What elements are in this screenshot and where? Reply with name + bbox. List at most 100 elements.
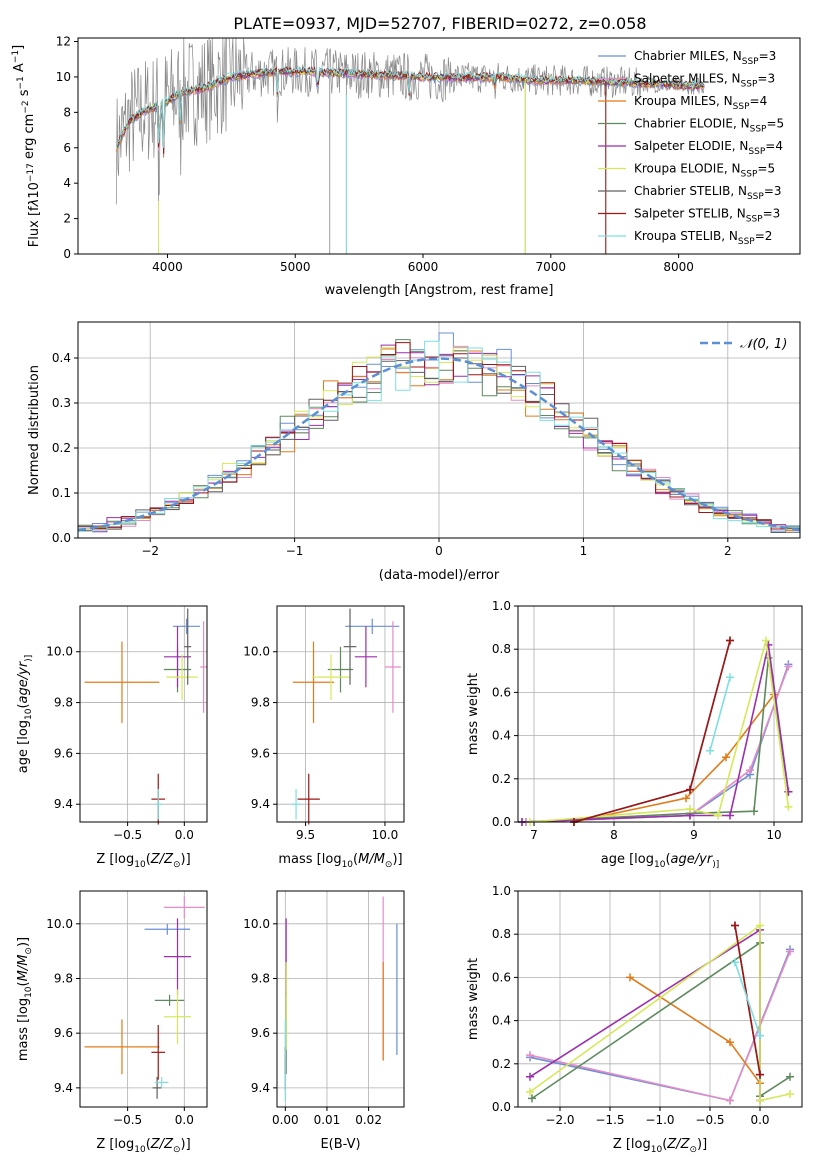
- panel-residuals: −2 −1 0 1 2 0.0 0.1 0.2 0.3 0.4 𝒩(0, 1) (data-model…: [27, 321, 801, 583]
- x-axis-label: Z [log10(Z/Z⊙)]: [96, 1137, 190, 1155]
- mass-weight-marker: [722, 753, 730, 762]
- y-tick-label: 10.0: [46, 645, 73, 659]
- y-tick-label: 0.4: [52, 351, 71, 365]
- y-axis-label-part: −1: [11, 50, 21, 63]
- y-tick-label: 0.8: [492, 927, 511, 941]
- y-tick-label: 0.4: [492, 1014, 511, 1028]
- y-tick-label: 0.4: [492, 729, 511, 743]
- x-tick-label: 0.02: [355, 1113, 382, 1127]
- panel-spectrum: 4000 5000 6000 7000 8000 0 2 4 6 8 10 12 Chabrier MI…: [11, 35, 801, 298]
- legend-label: Kroupa MILES, NSSP=4: [634, 94, 767, 112]
- y-tick-label: 0.2: [492, 772, 511, 786]
- y-axis-label: Normed distribution: [27, 365, 42, 495]
- x-axis-label-part: Z/Z: [150, 852, 174, 867]
- y-axis-label-part: 10: [24, 708, 34, 720]
- mass-weight-marker: [786, 1090, 794, 1099]
- mass-weight-marker: [526, 1087, 534, 1096]
- y-axis-label: mass weight: [466, 958, 481, 1040]
- x-axis-label-part: ⊙: [173, 860, 181, 870]
- x-tick-label: −2.0: [545, 1113, 574, 1127]
- x-axis-label-part: ⊙: [173, 1145, 181, 1155]
- legend-label-part: =3: [757, 72, 775, 86]
- y-axis-label: Flux [fλ10−17 erg cm−2 s−1 A−1]: [11, 45, 42, 247]
- x-axis-label-part: age/yr: [671, 852, 714, 867]
- x-axis-label: Z [log10(Z/Z⊙)]: [613, 1137, 707, 1155]
- mass-weight-marker: [750, 807, 758, 816]
- legend-label-part: SSP: [746, 215, 763, 225]
- x-axis-label-part: Z/Z: [150, 1137, 174, 1152]
- y-axis-label: mass weight: [466, 673, 481, 755]
- mass-weight-marker: [786, 1072, 794, 1081]
- mass-weight-marker: [731, 958, 739, 967]
- mass-weight-marker: [764, 640, 773, 649]
- x-tick-label: −0.5: [113, 1113, 142, 1127]
- mass-weight-marker: [706, 746, 714, 755]
- legend-label-part: =4: [750, 94, 768, 108]
- mass-weight-line: [573, 640, 731, 823]
- legend-label-part: =3: [764, 184, 782, 198]
- plot-frame: [79, 890, 208, 1108]
- y-axis-label-part: )]: [16, 937, 31, 947]
- x-tick-label: 7000: [536, 260, 567, 274]
- legend-label-part: SSP: [738, 237, 755, 247]
- mass-weight-marker: [746, 766, 754, 775]
- x-tick-label: −0.5: [113, 828, 142, 842]
- mass-weight-line: [734, 962, 761, 1036]
- legend-label-part: =3: [763, 207, 781, 221]
- y-tick-label: 9.6: [54, 1026, 73, 1040]
- panel-mass-vs-ebv: 0.00 0.01 0.02 9.4 9.6 9.8 10.0 E(B-V): [243, 890, 405, 1152]
- mass-weight-marker: [682, 794, 690, 803]
- mass-weight-marker: [726, 1096, 734, 1105]
- y-axis-label-part: ⊙: [24, 947, 34, 955]
- mass-weight-marker: [686, 805, 694, 814]
- x-tick-label: 0.0: [175, 1113, 194, 1127]
- mass-weight-line: [529, 924, 791, 1102]
- mass-weight-line: [709, 677, 731, 751]
- observed-spectrum: [115, 37, 704, 205]
- x-axis-label-part: 10: [134, 860, 146, 870]
- x-axis-label-part: Z/Z: [666, 1137, 690, 1152]
- x-axis-label: Z [log10(Z/Z⊙)]: [96, 852, 190, 870]
- legend-label-part: Chabrier ELODIE, N: [634, 117, 750, 131]
- x-axis-label-part: 10: [651, 1145, 663, 1155]
- y-tick-label: 9.8: [54, 696, 73, 710]
- x-axis-label-part: 10: [342, 860, 354, 870]
- plot-frame: [77, 37, 801, 255]
- y-axis-label-part: 10: [27, 182, 42, 199]
- y-axis-label: age [log10(age/yr)]: [16, 655, 34, 773]
- y-axis-label-part: A: [12, 63, 27, 76]
- y-tick-label: 10.0: [243, 645, 270, 659]
- x-axis-label-part: (: [146, 852, 151, 867]
- mass-weight-marker: [726, 811, 734, 820]
- mass-weight-marker: [786, 947, 794, 956]
- y-tick-label: 9.4: [251, 1081, 270, 1095]
- y-axis-label-part: s: [17, 89, 32, 100]
- mass-weight-marker: [756, 1031, 764, 1040]
- y-tick-label: 9.8: [251, 971, 270, 985]
- x-tick-label: 1: [580, 544, 588, 558]
- legend-label-part: SSP: [748, 147, 765, 157]
- x-axis-label-part: Z [log: [613, 1137, 651, 1152]
- legend-label-part: Kroupa STELIB, N: [634, 229, 738, 243]
- x-axis-label-part: (: [665, 852, 670, 867]
- y-tick-label: 0.8: [492, 642, 511, 656]
- x-tick-label: 9: [690, 828, 698, 842]
- y-tick-label: 0.1: [52, 486, 71, 500]
- y-tick-label: 12: [56, 35, 71, 49]
- normal-curve: [77, 357, 801, 532]
- mass-weight-marker: [526, 1072, 534, 1081]
- y-axis-label-part: mass [log: [16, 998, 31, 1061]
- panel-age-vs-Z: −0.5 0.09.49.69.810.0Z [log10(Z/Z⊙)]age […: [16, 605, 208, 870]
- y-axis-label-part: erg cm: [22, 114, 37, 163]
- y-tick-label: 9.4: [54, 1081, 73, 1095]
- mass-weight-line: [521, 657, 790, 823]
- x-axis-label: E(B-V): [320, 1137, 360, 1152]
- plot-frame: [276, 890, 405, 1108]
- x-tick-label: 0: [435, 544, 443, 558]
- x-tick-label: −1: [286, 544, 304, 558]
- x-axis-label-part: (: [353, 852, 358, 867]
- y-tick-label: 0.0: [492, 815, 511, 829]
- legend-label: Salpeter STELIB, NSSP=3: [634, 207, 780, 225]
- x-tick-label: −2: [141, 544, 159, 558]
